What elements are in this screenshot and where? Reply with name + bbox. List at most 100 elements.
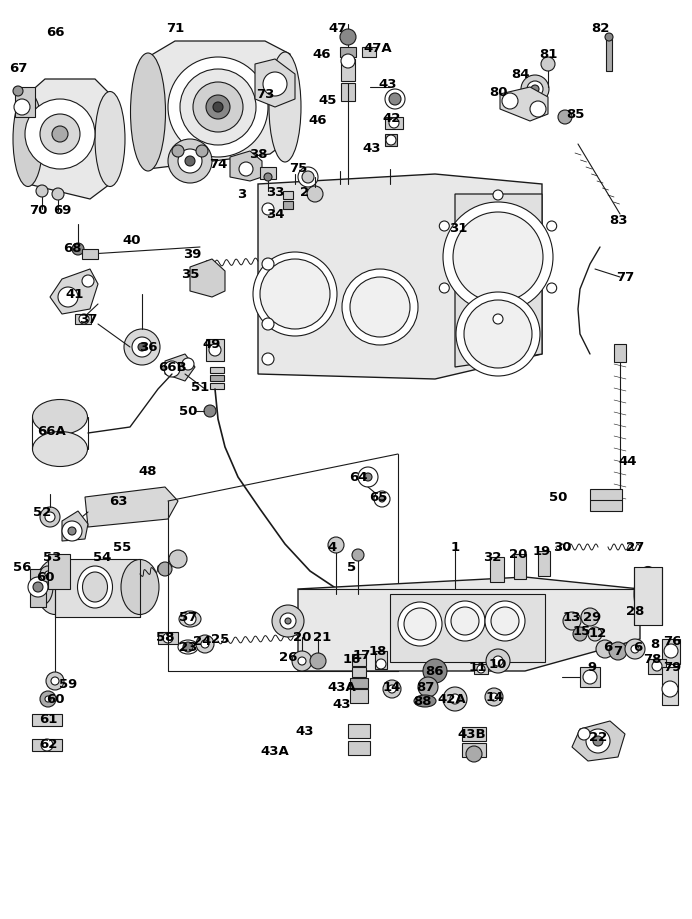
Circle shape bbox=[52, 188, 64, 200]
Circle shape bbox=[477, 665, 485, 674]
Ellipse shape bbox=[179, 611, 201, 628]
Text: 45: 45 bbox=[319, 94, 337, 107]
Text: 42: 42 bbox=[383, 111, 401, 124]
Text: 66A: 66A bbox=[37, 425, 66, 438]
Circle shape bbox=[178, 150, 202, 174]
Bar bbox=[352, 667, 366, 677]
Ellipse shape bbox=[121, 560, 159, 615]
Bar bbox=[348, 742, 370, 755]
Circle shape bbox=[25, 100, 95, 170]
Text: 43: 43 bbox=[295, 725, 314, 738]
Bar bbox=[385, 118, 403, 130]
Text: 43A: 43A bbox=[261, 744, 289, 757]
Circle shape bbox=[439, 221, 449, 232]
Bar bbox=[648, 659, 666, 675]
Text: 14: 14 bbox=[486, 691, 504, 704]
Text: 58: 58 bbox=[156, 630, 174, 644]
Text: 31: 31 bbox=[449, 221, 467, 234]
Circle shape bbox=[262, 204, 274, 216]
Circle shape bbox=[72, 244, 84, 255]
Bar bbox=[375, 652, 387, 669]
Circle shape bbox=[28, 577, 48, 597]
Text: 35: 35 bbox=[181, 268, 199, 281]
Text: 12: 12 bbox=[589, 627, 607, 640]
Text: 20: 20 bbox=[509, 548, 527, 561]
Circle shape bbox=[423, 659, 447, 683]
Ellipse shape bbox=[95, 93, 125, 187]
Text: 83: 83 bbox=[609, 213, 627, 226]
Circle shape bbox=[652, 662, 662, 671]
Text: 74: 74 bbox=[209, 158, 227, 171]
Bar bbox=[606, 40, 612, 72]
Text: 29: 29 bbox=[583, 611, 601, 624]
Text: 85: 85 bbox=[566, 108, 584, 121]
Circle shape bbox=[558, 111, 572, 125]
Ellipse shape bbox=[31, 570, 53, 606]
Circle shape bbox=[453, 213, 543, 302]
Circle shape bbox=[596, 641, 614, 658]
Circle shape bbox=[445, 601, 485, 641]
Ellipse shape bbox=[82, 573, 107, 602]
Text: 54: 54 bbox=[93, 550, 111, 564]
Text: 43B: 43B bbox=[457, 728, 486, 741]
Circle shape bbox=[486, 650, 510, 674]
Bar bbox=[260, 168, 276, 180]
Bar bbox=[385, 135, 397, 147]
Text: 14: 14 bbox=[383, 681, 401, 694]
Bar bbox=[634, 567, 662, 625]
Polygon shape bbox=[190, 260, 225, 298]
Circle shape bbox=[263, 73, 287, 96]
Polygon shape bbox=[148, 42, 290, 170]
Polygon shape bbox=[255, 60, 295, 108]
Circle shape bbox=[262, 354, 274, 366]
Circle shape bbox=[389, 94, 401, 106]
Text: 34: 34 bbox=[266, 209, 284, 221]
Ellipse shape bbox=[269, 53, 301, 163]
Bar bbox=[590, 490, 622, 512]
Text: 65: 65 bbox=[369, 491, 388, 504]
Text: 5: 5 bbox=[347, 561, 356, 573]
Text: 22: 22 bbox=[589, 731, 607, 743]
Text: 48: 48 bbox=[139, 465, 157, 478]
Circle shape bbox=[52, 127, 68, 142]
Text: 62: 62 bbox=[39, 738, 57, 751]
Circle shape bbox=[196, 635, 214, 653]
Text: 4: 4 bbox=[327, 541, 336, 554]
Text: 6: 6 bbox=[633, 641, 643, 653]
Bar bbox=[341, 60, 355, 82]
Text: 16: 16 bbox=[343, 652, 361, 665]
Bar bbox=[462, 727, 486, 742]
Text: 66B: 66B bbox=[158, 361, 186, 374]
Circle shape bbox=[164, 361, 180, 378]
Bar bbox=[462, 743, 486, 757]
Circle shape bbox=[605, 34, 613, 42]
Bar bbox=[662, 667, 678, 705]
Circle shape bbox=[260, 260, 330, 330]
Text: 56: 56 bbox=[13, 561, 31, 573]
Text: 33: 33 bbox=[266, 186, 284, 199]
Circle shape bbox=[182, 358, 194, 370]
Circle shape bbox=[631, 645, 639, 653]
Bar bbox=[350, 678, 368, 688]
Circle shape bbox=[168, 58, 268, 158]
Text: 6: 6 bbox=[603, 641, 612, 653]
Circle shape bbox=[184, 613, 196, 625]
Polygon shape bbox=[572, 721, 625, 761]
Circle shape bbox=[522, 259, 534, 271]
Text: 52: 52 bbox=[33, 505, 51, 518]
Bar bbox=[55, 560, 140, 618]
Text: 64: 64 bbox=[349, 471, 367, 484]
Text: 38: 38 bbox=[248, 148, 267, 162]
Circle shape bbox=[40, 115, 80, 154]
Text: 59: 59 bbox=[59, 677, 77, 691]
Text: 81: 81 bbox=[539, 49, 557, 62]
Circle shape bbox=[522, 204, 534, 216]
Circle shape bbox=[502, 94, 518, 110]
Text: 18: 18 bbox=[369, 645, 388, 658]
Text: 68: 68 bbox=[63, 241, 81, 255]
Bar bbox=[15, 88, 35, 118]
Circle shape bbox=[521, 76, 549, 104]
Circle shape bbox=[490, 693, 498, 701]
Text: 10: 10 bbox=[489, 658, 507, 671]
Text: 47: 47 bbox=[329, 21, 347, 34]
